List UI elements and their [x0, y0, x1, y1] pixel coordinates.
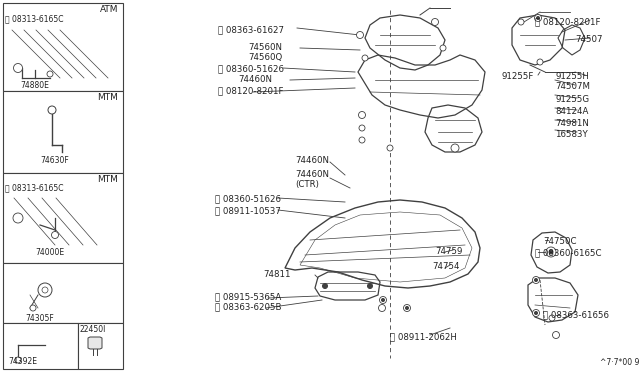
Circle shape — [534, 279, 538, 282]
Bar — [3, 3, 123, 91]
Circle shape — [42, 287, 48, 293]
Bar — [3, 263, 123, 323]
Circle shape — [48, 106, 56, 114]
Text: 74000E: 74000E — [35, 248, 64, 257]
Circle shape — [51, 231, 58, 238]
Circle shape — [518, 19, 524, 25]
Text: Ⓢ 08313-6165C: Ⓢ 08313-6165C — [5, 14, 63, 23]
Text: Ⓢ 08363-6205B: Ⓢ 08363-6205B — [215, 302, 282, 311]
Circle shape — [356, 32, 364, 38]
Circle shape — [47, 71, 53, 77]
Text: Ⓝ 08911-2062H: Ⓝ 08911-2062H — [390, 332, 457, 341]
Text: 22450I: 22450I — [80, 325, 106, 334]
Circle shape — [549, 315, 555, 321]
Text: 91255G: 91255G — [555, 95, 589, 104]
Text: 74392E: 74392E — [8, 357, 37, 366]
Circle shape — [13, 64, 22, 73]
Circle shape — [537, 59, 543, 65]
Circle shape — [13, 213, 23, 223]
Text: MTM: MTM — [97, 175, 118, 184]
Text: MTM: MTM — [97, 93, 118, 102]
Circle shape — [536, 16, 540, 19]
Circle shape — [532, 310, 540, 317]
Text: 74759: 74759 — [435, 247, 462, 256]
Circle shape — [362, 55, 368, 61]
Polygon shape — [88, 337, 102, 349]
Circle shape — [15, 357, 21, 363]
Text: 91255F: 91255F — [502, 72, 534, 81]
Text: 74507M: 74507M — [555, 82, 590, 91]
Text: 74811: 74811 — [263, 270, 291, 279]
Circle shape — [367, 283, 372, 289]
Text: 74305F: 74305F — [25, 314, 54, 323]
Text: 74560N: 74560N — [248, 43, 282, 52]
Text: 74460N: 74460N — [238, 75, 272, 84]
Text: 74507: 74507 — [575, 35, 602, 44]
Text: ATM: ATM — [99, 5, 118, 14]
Text: Ⓢ 08360-51626: Ⓢ 08360-51626 — [218, 64, 284, 73]
Circle shape — [359, 125, 365, 131]
Text: 74981N: 74981N — [555, 119, 589, 128]
Circle shape — [406, 307, 408, 310]
Text: (CTR): (CTR) — [295, 180, 319, 189]
Text: Ⓢ 08363-61656: Ⓢ 08363-61656 — [543, 310, 609, 319]
Circle shape — [546, 247, 556, 257]
Circle shape — [534, 15, 541, 22]
Circle shape — [431, 19, 438, 26]
Circle shape — [532, 276, 540, 283]
Text: Ⓥ 08915-5365A: Ⓥ 08915-5365A — [215, 292, 281, 301]
Bar — [3, 323, 78, 369]
Text: 74460N: 74460N — [295, 170, 329, 179]
Text: 74754: 74754 — [432, 262, 460, 271]
Text: 74460N: 74460N — [295, 156, 329, 165]
Text: 74560Q: 74560Q — [248, 53, 282, 62]
Text: 84124A: 84124A — [555, 107, 588, 116]
Text: 74750C: 74750C — [543, 237, 577, 246]
Circle shape — [378, 305, 385, 311]
Circle shape — [358, 112, 365, 119]
Text: Ⓑ 08120-8201F: Ⓑ 08120-8201F — [218, 86, 284, 95]
Text: 74880E: 74880E — [20, 81, 49, 90]
Circle shape — [38, 283, 52, 297]
Circle shape — [440, 45, 446, 51]
Text: Ⓑ 08120-8201F: Ⓑ 08120-8201F — [535, 17, 600, 26]
Circle shape — [549, 250, 553, 254]
Circle shape — [387, 145, 393, 151]
Circle shape — [403, 305, 410, 311]
Text: Ⓢ 08363-61627: Ⓢ 08363-61627 — [218, 25, 284, 34]
Circle shape — [381, 298, 385, 301]
Bar — [3, 91, 123, 173]
Text: 91255H: 91255H — [555, 72, 589, 81]
Circle shape — [552, 331, 559, 339]
Circle shape — [451, 144, 459, 152]
Circle shape — [359, 137, 365, 143]
Text: Ⓢ 08360-6165C: Ⓢ 08360-6165C — [535, 248, 602, 257]
Circle shape — [534, 311, 538, 314]
Circle shape — [30, 305, 36, 311]
Text: Ⓝ 08911-10537: Ⓝ 08911-10537 — [215, 206, 281, 215]
Text: ^7·7*00 9: ^7·7*00 9 — [600, 358, 639, 367]
Circle shape — [380, 296, 387, 304]
Bar — [78, 323, 123, 369]
Text: 16583Y: 16583Y — [555, 130, 588, 139]
Text: Ⓢ 08313-6165C: Ⓢ 08313-6165C — [5, 183, 63, 192]
Bar — [3, 173, 123, 263]
Circle shape — [323, 283, 328, 289]
Text: Ⓢ 08360-51626: Ⓢ 08360-51626 — [215, 194, 281, 203]
Text: 74630F: 74630F — [40, 156, 68, 165]
